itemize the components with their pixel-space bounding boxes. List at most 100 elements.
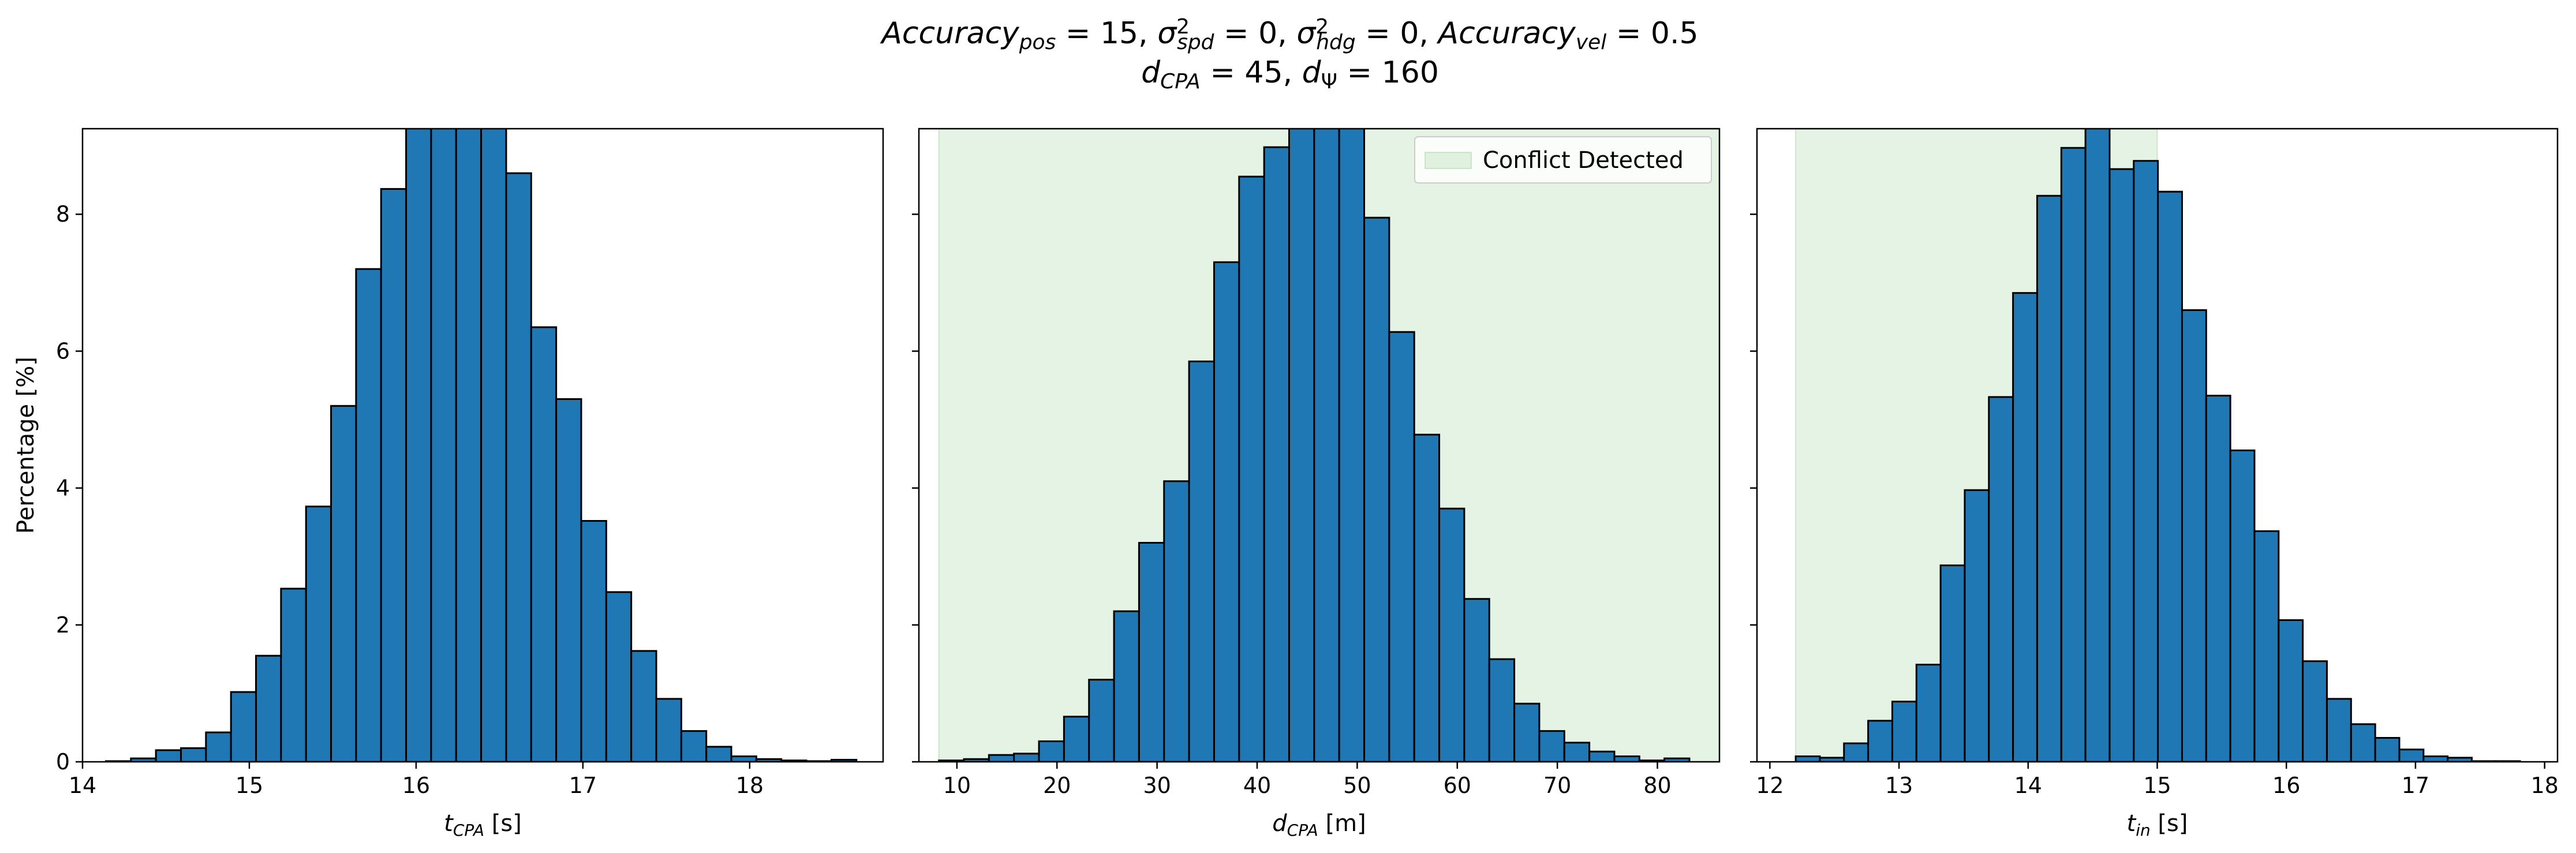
histogram-bar	[405, 129, 432, 762]
x-tick-label: 60	[1444, 773, 1471, 798]
legend: Conflict Detected	[1414, 136, 1712, 184]
histogram-bar	[1388, 331, 1415, 762]
histogram-bar	[2133, 160, 2159, 762]
legend-label: Conflict Detected	[1483, 147, 1684, 174]
histogram-bar	[255, 654, 282, 762]
histogram-bar	[1488, 658, 1516, 762]
y-tick-label: 8	[56, 201, 70, 227]
histogram-bars	[1794, 129, 2521, 762]
histogram-bar	[1313, 129, 1340, 762]
histogram-bar	[605, 591, 633, 762]
histogram-bar	[580, 520, 607, 762]
histogram-bar	[2084, 129, 2111, 762]
axes-frame	[918, 128, 1721, 763]
histogram-bar	[1438, 507, 1465, 762]
x-tick-label: 14	[2014, 773, 2042, 798]
subplot-panels: 14 15 16 17 18 0 2 4 6 8 tCPA [s] Percentage [%] 10 2…	[13, 128, 2559, 840]
histogram-bar	[280, 588, 307, 762]
histogram-bar	[2398, 749, 2425, 762]
histogram-bar	[1413, 433, 1441, 762]
histogram-bar	[1338, 129, 1366, 762]
x-tick-label: 18	[736, 773, 764, 798]
histogram-bar	[1463, 598, 1490, 762]
histogram-bar	[730, 755, 757, 762]
y-tick-label: 6	[56, 338, 70, 364]
histogram-bar	[2422, 755, 2449, 762]
histogram-bar	[2325, 698, 2352, 762]
y-tick-label: 0	[56, 749, 70, 775]
histogram-bar	[988, 754, 1015, 762]
histogram-bar	[1138, 541, 1165, 762]
histogram-bar	[230, 691, 257, 762]
subplot-2: 10 20 30 40 50 60 70 80 dCPA [m] Conflict Detecte…	[912, 128, 1721, 840]
histogram-bar	[1843, 742, 1870, 762]
histogram-bar	[630, 650, 657, 762]
x-tick-label: 70	[1543, 773, 1571, 798]
histogram-bar	[1038, 740, 1065, 762]
x-tick-label: 10	[943, 773, 971, 798]
histogram-bar	[1794, 755, 1821, 762]
x-tick-label: 17	[2402, 773, 2429, 798]
histogram-bar	[2229, 449, 2256, 762]
x-tick-label: 13	[1885, 773, 1913, 798]
histogram-bar	[1288, 129, 1315, 762]
histogram-bar	[380, 188, 407, 762]
histogram-bar	[455, 129, 483, 762]
x-axis-label: dCPA [m]	[1272, 810, 1366, 840]
histogram-bar	[2302, 660, 2328, 762]
histogram-bar	[1113, 610, 1140, 762]
histogram-bar	[1964, 489, 1990, 762]
x-tick-label: 40	[1243, 773, 1271, 798]
figure-title-line-2: dCPA = 45, dΨ = 160	[1141, 55, 1439, 93]
histogram-bar	[705, 746, 732, 762]
legend-swatch	[1425, 152, 1472, 169]
histogram-bar	[1363, 216, 1390, 762]
histogram-bar	[330, 405, 357, 762]
histogram-bar	[1513, 702, 1541, 762]
histogram-bar	[2060, 147, 2087, 762]
histogram-bar	[655, 698, 682, 762]
subplot-1: 14 15 16 17 18 0 2 4 6 8 tCPA [s] Percentage [%]	[13, 128, 884, 840]
histogram-bar	[530, 326, 558, 762]
histogram-bar	[1891, 701, 1917, 762]
histogram-bar	[180, 747, 207, 762]
histogram-bar	[1588, 750, 1616, 762]
x-tick-label: 30	[1143, 773, 1171, 798]
x-axis-label: tCPA [s]	[444, 810, 522, 840]
histogram-bar	[1088, 679, 1115, 762]
histogram-bar	[2181, 309, 2207, 762]
x-tick-label: 16	[402, 773, 430, 798]
x-tick-label: 15	[235, 773, 263, 798]
histogram-bar	[680, 730, 708, 762]
x-tick-label: 15	[2143, 773, 2171, 798]
histogram-bar	[1163, 480, 1190, 762]
histogram-bars	[938, 129, 1691, 762]
subplot-3: 12 13 14 15 16 17 18 tin [s]	[1750, 128, 2559, 840]
x-tick-label: 18	[2530, 773, 2558, 798]
x-tick-label: 14	[69, 773, 96, 798]
histogram-bar	[305, 506, 332, 762]
histogram-bar	[355, 268, 382, 762]
histogram-bar	[1263, 146, 1290, 762]
x-axis-label: tin [s]	[2127, 810, 2188, 840]
histogram-bar	[1188, 360, 1215, 762]
histogram-bar	[1988, 396, 2014, 762]
histogram-bar	[1613, 755, 1640, 762]
histogram-bar	[1867, 720, 1893, 762]
x-tick-label: 16	[2272, 773, 2300, 798]
histogram-bar	[2036, 194, 2062, 762]
x-tick-label: 80	[1643, 773, 1671, 798]
y-axis-label: Percentage [%]	[13, 357, 39, 534]
histogram-bar	[1915, 664, 1942, 762]
histogram-bars	[104, 129, 858, 762]
histogram-bar	[1663, 757, 1691, 762]
histogram-bar	[2278, 619, 2304, 762]
x-tick-label: 50	[1343, 773, 1371, 798]
histogram-bar	[1063, 716, 1090, 762]
histogram-bar	[1563, 742, 1591, 762]
x-tick-label: 20	[1043, 773, 1071, 798]
histogram-bar	[480, 129, 507, 762]
histogram-bar	[205, 731, 232, 762]
histogram-bar	[2374, 736, 2401, 762]
